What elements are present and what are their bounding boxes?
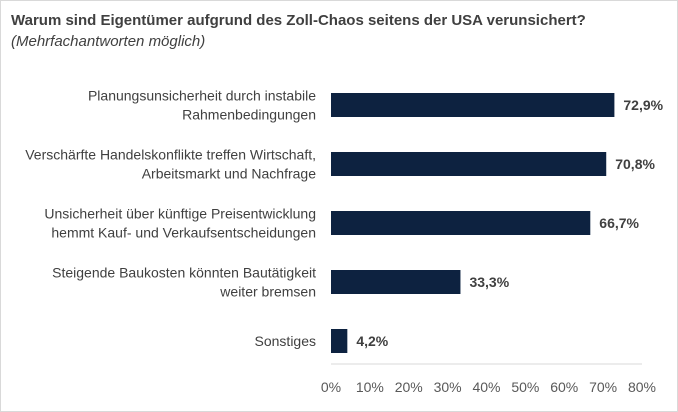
bar [331, 211, 591, 235]
x-tick-label: 10% [356, 379, 384, 395]
x-tick-label: 60% [550, 379, 578, 395]
chart-subtitle: (Mehrfachantworten möglich) [11, 33, 206, 50]
bar [331, 270, 461, 294]
bar [331, 152, 607, 176]
data-label: 33,3% [469, 274, 509, 290]
x-tick-label: 30% [434, 379, 462, 395]
category-label: Unsicherheit über künftige Preisentwickl… [44, 206, 316, 222]
category-label: Arbeitsmarkt und Nachfrage [142, 166, 317, 182]
data-label: 72,9% [623, 97, 663, 113]
x-tick-label: 20% [395, 379, 423, 395]
bar [331, 329, 348, 353]
chart-title-text: Warum sind Eigentümer aufgrund des Zoll-… [11, 12, 586, 29]
category-label: hemmt Kauf- und Verkaufsentscheidungen [51, 225, 316, 241]
category-label: Planungsunsicherheit durch instabile [88, 88, 316, 104]
category-label: Steigende Baukosten könnten Bautätigkeit [52, 265, 316, 281]
data-label: 70,8% [615, 156, 655, 172]
data-label: 4,2% [356, 333, 388, 349]
category-label: Sonstiges [255, 333, 316, 349]
x-tick-label: 70% [589, 379, 617, 395]
x-tick-label: 80% [628, 379, 656, 395]
x-tick-label: 0% [321, 379, 341, 395]
category-label: Verschärfte Handelskonflikte treffen Wir… [25, 147, 316, 163]
x-tick-label: 40% [472, 379, 500, 395]
bar [331, 93, 615, 117]
category-label: Rahmenbedingungen [182, 107, 316, 123]
x-tick-label: 50% [511, 379, 539, 395]
category-label: weiter bremsen [219, 284, 316, 300]
chart-title: Warum sind Eigentümer aufgrund des Zoll-… [11, 10, 611, 52]
data-label: 66,7% [599, 215, 639, 231]
